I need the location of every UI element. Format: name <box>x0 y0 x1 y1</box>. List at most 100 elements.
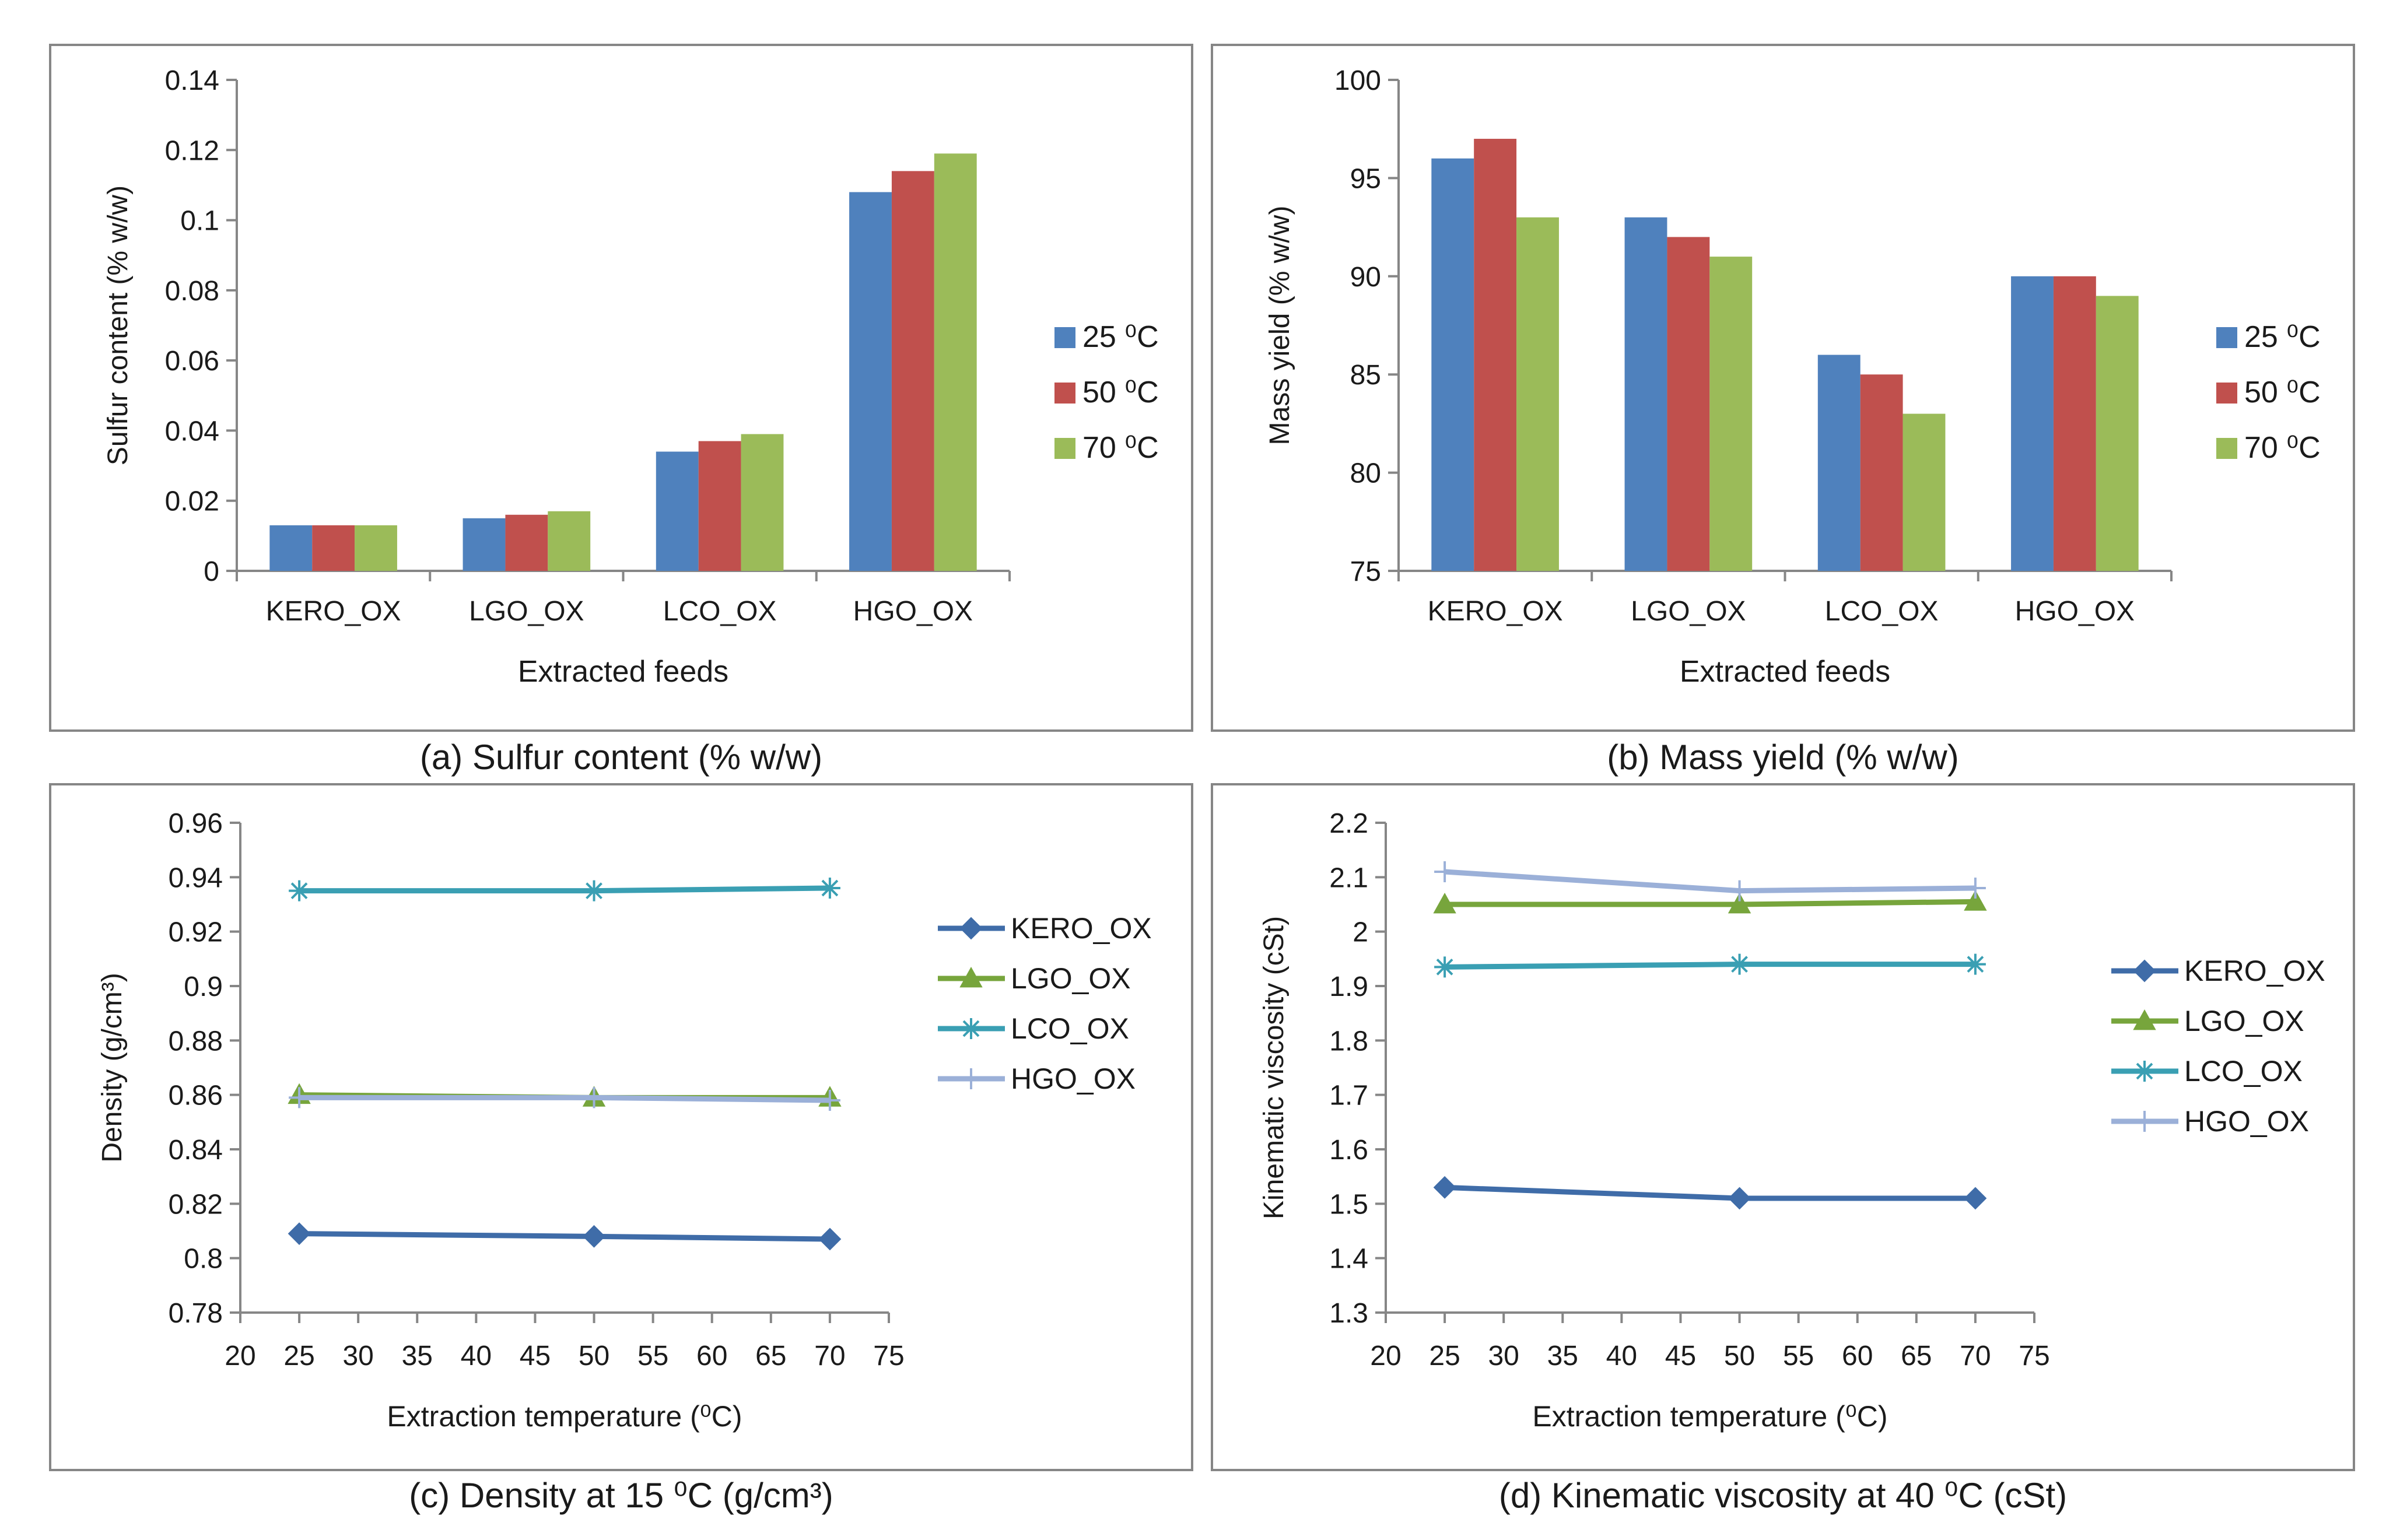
data-point <box>1964 1187 1987 1210</box>
bar <box>505 514 548 571</box>
y-tick-label: 0.02 <box>165 486 219 517</box>
x-tick-label: HGO_OX <box>853 596 973 627</box>
data-point <box>288 1222 311 1246</box>
bar <box>463 518 506 571</box>
y-tick-label: 0.12 <box>165 135 219 166</box>
x-tick-label: 70 <box>1960 1341 1991 1371</box>
x-tick-label: 20 <box>1370 1341 1401 1371</box>
data-point <box>583 1087 605 1108</box>
y-tick-label: 0.88 <box>169 1026 223 1057</box>
legend-label: LGO_OX <box>2184 1005 2304 1037</box>
data-point <box>289 880 310 901</box>
x-tick-label: 45 <box>520 1341 551 1371</box>
panel-density: 0.78 0.8 0.82 0.84 0.86 0.88 0.9 0.92 0.94 0.96 20… <box>49 783 1193 1471</box>
legend-swatch <box>2216 327 2237 348</box>
legend-swatch <box>1054 327 1075 348</box>
caption-sulfur-content: (a) Sulfur content (% w/w) <box>419 738 823 777</box>
x-axis-title: Extraction temperature (⁰C) <box>1532 1400 1887 1433</box>
data-point <box>1434 861 1456 882</box>
legend-swatch <box>2216 383 2237 404</box>
legend-marker <box>959 966 983 988</box>
y-tick-label: 90 <box>1350 262 1381 293</box>
legend-label: LCO_OX <box>2184 1055 2303 1088</box>
x-tick-label: LCO_OX <box>1825 596 1939 627</box>
caption-density: (c) Density at 15 ⁰C (g/cm³) <box>409 1476 833 1515</box>
legend-swatch <box>1054 383 1075 404</box>
bar <box>698 441 741 571</box>
bar <box>1431 158 1474 571</box>
bar <box>1624 217 1667 571</box>
legend-swatch <box>1054 438 1075 459</box>
data-point <box>289 1087 310 1108</box>
data-point <box>818 1227 842 1251</box>
y-tick-label: 1.9 <box>1329 971 1368 1002</box>
y-tick-label: 0.84 <box>169 1135 223 1166</box>
x-tick-label: 25 <box>283 1341 314 1371</box>
bar <box>891 171 934 571</box>
bar <box>548 511 591 571</box>
legend-label: 50 ⁰C <box>2244 376 2321 409</box>
y-tick-label: 75 <box>1350 556 1381 587</box>
y-tick-label: 100 <box>1334 65 1381 96</box>
x-tick-label: 65 <box>1901 1341 1932 1371</box>
data-point <box>1964 890 1987 911</box>
x-tick-label: 65 <box>755 1341 786 1371</box>
y-tick-label: 0.1 <box>180 206 219 237</box>
x-axis-title: Extracted feeds <box>518 655 728 689</box>
legend-label: LGO_OX <box>1011 962 1131 995</box>
legend-label: LCO_OX <box>1011 1012 1129 1045</box>
x-tick-label: 30 <box>342 1341 373 1371</box>
y-tick-label: 1.3 <box>1329 1298 1368 1329</box>
y-tick-label: 2.1 <box>1329 862 1368 893</box>
y-tick-label: 1.8 <box>1329 1026 1368 1057</box>
legend-marker <box>2133 1009 2156 1030</box>
panel-mass-yield: 75 80 85 90 95 100 KERO_OX LGO_OX LCO_OX HGO_OX Ex… <box>1211 44 2355 732</box>
data-point <box>583 880 605 901</box>
data-point <box>1728 892 1751 914</box>
bar <box>741 434 784 571</box>
y-tick-label: 2.2 <box>1329 808 1368 839</box>
bar <box>1474 139 1517 571</box>
y-tick-label: 1.4 <box>1329 1244 1368 1275</box>
bar <box>1709 257 1753 571</box>
series-line <box>1444 1184 1975 1201</box>
y-tick-label: 0.08 <box>165 276 219 307</box>
x-tick-label: 40 <box>461 1341 492 1371</box>
legend-marker <box>2134 1111 2155 1132</box>
x-tick-label: 60 <box>696 1341 727 1371</box>
y-tick-label: 1.6 <box>1329 1135 1368 1166</box>
x-tick-label: 20 <box>225 1341 255 1371</box>
caption-mass-yield: (b) Mass yield (% w/w) <box>1607 738 1959 777</box>
legend-label: 70 ⁰C <box>2244 431 2321 465</box>
legend-label: HGO_OX <box>2184 1105 2309 1138</box>
legend-label: KERO_OX <box>1011 912 1152 945</box>
x-tick-label: 60 <box>1842 1341 1873 1371</box>
y-tick-label: 0.9 <box>184 971 223 1002</box>
data-point <box>1964 878 1986 899</box>
bar <box>1667 237 1710 571</box>
bar <box>656 451 699 571</box>
mass-yield-chart: 75 80 85 90 95 100 KERO_OX LGO_OX LCO_OX HGO_OX Ex… <box>1264 65 2321 689</box>
bar <box>849 192 892 571</box>
data-point <box>1433 892 1456 914</box>
legend-label: HGO_OX <box>1011 1062 1136 1095</box>
series-line <box>1445 899 1975 907</box>
x-tick-label: 75 <box>2019 1341 2049 1371</box>
y-tick-label: 0.96 <box>169 808 223 839</box>
y-tick-label: 0.78 <box>169 1298 223 1329</box>
y-tick-label: 1.7 <box>1329 1081 1368 1111</box>
data-point <box>1433 1176 1456 1199</box>
bar <box>312 525 355 571</box>
x-tick-label: LGO_OX <box>1631 596 1746 627</box>
bar <box>1903 413 1946 571</box>
bar <box>1860 374 1903 571</box>
x-tick-label: 55 <box>637 1341 668 1371</box>
y-tick-label: 0.92 <box>169 917 223 948</box>
y-tick-label: 85 <box>1350 360 1381 391</box>
data-point <box>819 878 840 899</box>
x-tick-label: 25 <box>1429 1341 1460 1371</box>
x-tick-label: 30 <box>1488 1341 1519 1371</box>
data-point <box>583 1225 605 1248</box>
series-line <box>299 1231 830 1242</box>
y-tick-label: 1.5 <box>1329 1189 1368 1220</box>
